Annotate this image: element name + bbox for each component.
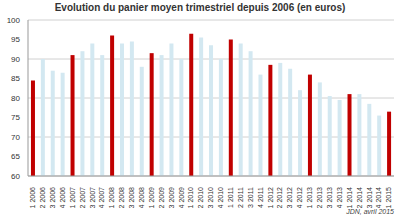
svg-text:T3 2006: T3 2006: [49, 187, 56, 208]
svg-text:T2 2014: T2 2014: [356, 187, 363, 208]
svg-text:T3 2012: T3 2012: [286, 187, 293, 208]
svg-text:T3 2007: T3 2007: [89, 187, 96, 208]
svg-text:T4 2011: T4 2011: [257, 187, 264, 208]
svg-text:100: 100: [8, 16, 21, 25]
svg-text:T1 2008: T1 2008: [108, 187, 115, 208]
svg-text:60: 60: [11, 172, 20, 181]
svg-text:T1 2014: T1 2014: [346, 187, 353, 208]
svg-text:T1 2007: T1 2007: [69, 187, 76, 208]
svg-text:T4 2006: T4 2006: [59, 187, 66, 208]
svg-text:T2 2010: T2 2010: [197, 187, 204, 208]
svg-text:95: 95: [11, 35, 20, 44]
svg-text:T2 2013: T2 2013: [316, 187, 323, 208]
svg-text:80: 80: [11, 94, 20, 103]
svg-text:T3 2008: T3 2008: [128, 187, 135, 208]
svg-text:T1 2009: T1 2009: [148, 187, 155, 208]
html-text:Evolution du panier moyen trim: Evolution du panier moyen trimestriel de…: [54, 2, 346, 13]
svg-text:65: 65: [11, 152, 20, 161]
svg-text:T2 2009: T2 2009: [158, 187, 165, 208]
svg-text:T2 2006: T2 2006: [39, 187, 46, 208]
svg-text:T2 2011: T2 2011: [237, 187, 244, 208]
svg-text:T4 2008: T4 2008: [138, 187, 145, 208]
svg-text:T3 2013: T3 2013: [326, 187, 333, 208]
svg-text:85: 85: [11, 74, 20, 83]
svg-text:70: 70: [11, 133, 20, 142]
svg-text:T3 2011: T3 2011: [247, 187, 254, 208]
svg-text:T1 2011: T1 2011: [227, 187, 234, 208]
svg-text:T2 2007: T2 2007: [79, 187, 86, 208]
svg-text:T2 2012: T2 2012: [276, 187, 283, 208]
svg-text:T3 2009: T3 2009: [168, 187, 175, 208]
svg-text:90: 90: [11, 55, 20, 64]
html-text:JDN, avril 2015: JDN, avril 2015: [346, 208, 394, 215]
svg-text:T4 2014: T4 2014: [375, 187, 382, 208]
svg-text:T4 2009: T4 2009: [178, 187, 185, 208]
svg-text:T3 2014: T3 2014: [366, 187, 373, 208]
svg-text:T1 2006: T1 2006: [29, 187, 36, 208]
svg-text:T4 2013: T4 2013: [336, 187, 343, 208]
svg-text:T4 2007: T4 2007: [98, 187, 105, 208]
svg-text:T4 2012: T4 2012: [296, 187, 303, 208]
svg-text:T3 2010: T3 2010: [207, 187, 214, 208]
svg-text:T1 2010: T1 2010: [187, 187, 194, 208]
svg-text:75: 75: [11, 113, 20, 122]
svg-text:T1 2015: T1 2015: [385, 187, 392, 208]
svg-text:T1 2013: T1 2013: [306, 187, 313, 208]
svg-text:T1 2012: T1 2012: [267, 187, 274, 208]
svg-text:T2 2008: T2 2008: [118, 187, 125, 208]
svg-text:T4 2010: T4 2010: [217, 187, 224, 208]
